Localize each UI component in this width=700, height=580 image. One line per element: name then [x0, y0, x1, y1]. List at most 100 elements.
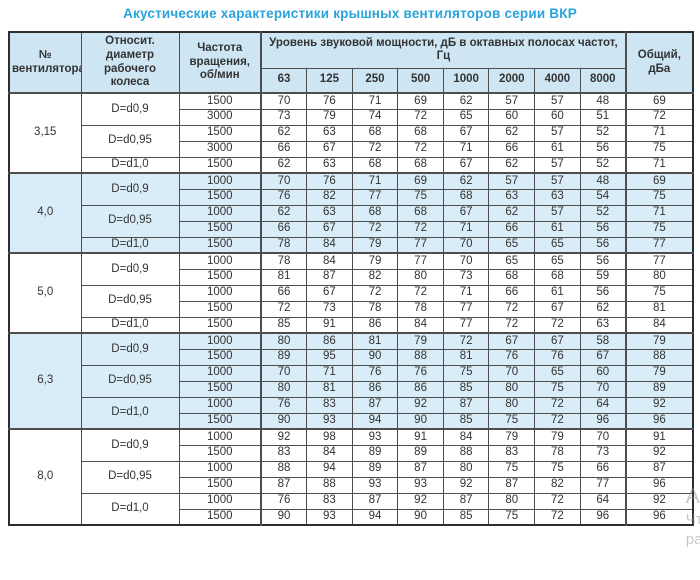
level-cell-1000hz: 70 — [442, 236, 490, 254]
level-cell-63hz: 78 — [260, 252, 308, 270]
level-cell-250hz: 86 — [351, 380, 399, 398]
level-cell-8000hz: 70 — [579, 428, 627, 446]
level-cell-1000hz: 65 — [442, 108, 490, 126]
table-row: 1500 80 81 86 86 85 80 75 70 89 — [9, 380, 694, 398]
level-cell-63hz: 80 — [260, 332, 308, 350]
speed-cell: 1500 — [178, 348, 262, 366]
level-cell-250hz: 68 — [351, 124, 399, 142]
total-dba-cell: 87 — [624, 460, 694, 478]
fan-number-cell: 3,15 — [8, 92, 82, 174]
frequency-header-row: 63 125 250 500 1000 2000 4000 8000 — [9, 67, 693, 95]
level-cell-500hz: 77 — [397, 236, 444, 254]
level-cell-8000hz: 54 — [579, 188, 627, 206]
level-cell-1000hz: 87 — [442, 492, 490, 510]
speed-cell: 1500 — [178, 508, 262, 526]
level-cell-63hz: 92 — [260, 428, 308, 446]
level-cell-2000hz: 72 — [488, 316, 536, 334]
level-cell-500hz: 92 — [397, 492, 444, 510]
table-row: 1500 89 95 90 88 81 76 76 67 88 — [9, 348, 694, 366]
total-dba-cell: 89 — [624, 380, 694, 398]
header-sound-power-level: Уровень звуковой мощности, дБ в октавных… — [260, 31, 627, 69]
level-cell-500hz: 76 — [397, 364, 444, 382]
level-cell-250hz: 68 — [351, 156, 399, 174]
level-cell-500hz: 68 — [397, 156, 444, 174]
header-frequency-2000: 2000 — [488, 67, 536, 95]
level-cell-63hz: 90 — [260, 412, 308, 430]
header-total-dba: Общий, дБа — [624, 31, 694, 95]
level-cell-63hz: 88 — [260, 460, 308, 478]
level-cell-1000hz: 71 — [442, 284, 490, 302]
level-cell-250hz: 94 — [351, 508, 399, 526]
header-frequency-500: 500 — [397, 67, 444, 95]
level-cell-4000hz: 78 — [534, 444, 581, 462]
level-cell-1000hz: 88 — [442, 444, 490, 462]
level-cell-500hz: 68 — [397, 204, 444, 222]
level-cell-63hz: 85 — [260, 316, 308, 334]
table-row: 1500 87 88 93 93 92 87 82 77 96 — [9, 476, 694, 494]
table-row: D=d0,95 1000 66 67 72 72 71 66 61 56 75 — [9, 284, 694, 318]
table-row: 1500 90 93 94 90 85 75 72 96 96 — [9, 508, 694, 526]
speed-cell: 1500 — [178, 188, 262, 206]
level-cell-1000hz: 81 — [442, 348, 490, 366]
total-dba-cell: 88 — [624, 348, 694, 366]
level-cell-2000hz: 62 — [488, 204, 536, 222]
total-dba-cell: 96 — [624, 412, 694, 430]
total-dba-cell: 69 — [624, 172, 694, 190]
level-cell-125hz: 81 — [306, 380, 353, 398]
level-cell-1000hz: 77 — [442, 300, 490, 318]
level-cell-125hz: 76 — [306, 92, 353, 110]
level-cell-8000hz: 48 — [579, 172, 627, 190]
total-dba-cell: 92 — [624, 492, 694, 510]
level-cell-8000hz: 96 — [579, 412, 627, 430]
level-cell-125hz: 71 — [306, 364, 353, 382]
diameter-cell: D=d1,0 — [80, 156, 180, 174]
table-header: № вентилятора Относит. диаметр рабочего … — [8, 31, 694, 95]
level-cell-125hz: 95 — [306, 348, 353, 366]
level-cell-500hz: 75 — [397, 188, 444, 206]
header-fan-number: № вентилятора — [8, 31, 82, 95]
level-cell-4000hz: 61 — [534, 284, 581, 302]
level-cell-8000hz: 56 — [579, 236, 627, 254]
level-cell-2000hz: 62 — [488, 124, 536, 142]
level-cell-500hz: 72 — [397, 108, 444, 126]
level-cell-63hz: 62 — [260, 156, 308, 174]
speed-cell: 1500 — [178, 236, 262, 254]
level-cell-63hz: 62 — [260, 204, 308, 222]
table-row: 1500 76 82 77 75 68 63 63 54 75 — [9, 188, 694, 206]
level-cell-4000hz: 57 — [534, 172, 581, 190]
level-cell-8000hz: 63 — [579, 316, 627, 334]
table-row: 1500 81 87 82 80 73 68 68 59 80 — [9, 268, 694, 286]
header-frequency-1000: 1000 — [442, 67, 490, 95]
table-row: 5,0 D=d0,9 1000 78 84 79 77 70 65 65 56 77 — [8, 252, 694, 334]
diameter-cell: D=d0,9 — [80, 92, 180, 126]
level-cell-125hz: 87 — [306, 268, 353, 286]
level-cell-500hz: 72 — [397, 284, 444, 302]
level-cell-2000hz: 75 — [488, 460, 536, 478]
level-cell-500hz: 80 — [397, 268, 444, 286]
level-cell-1000hz: 85 — [442, 380, 490, 398]
level-cell-4000hz: 57 — [534, 156, 581, 174]
level-cell-500hz: 78 — [397, 300, 444, 318]
level-cell-1000hz: 75 — [442, 364, 490, 382]
speed-cell: 1500 — [178, 220, 262, 238]
level-cell-2000hz: 75 — [488, 508, 536, 526]
level-cell-1000hz: 68 — [442, 188, 490, 206]
level-cell-63hz: 66 — [260, 140, 308, 158]
level-cell-1000hz: 71 — [442, 220, 490, 238]
diameter-cell: D=d0,9 — [80, 428, 180, 462]
level-cell-250hz: 82 — [351, 268, 399, 286]
level-cell-125hz: 73 — [306, 300, 353, 318]
level-cell-4000hz: 57 — [534, 124, 581, 142]
fan-number-cell: 4,0 — [8, 172, 82, 254]
speed-cell: 1000 — [178, 364, 262, 382]
level-cell-250hz: 94 — [351, 412, 399, 430]
level-cell-250hz: 89 — [351, 460, 399, 478]
level-cell-63hz: 70 — [260, 92, 308, 110]
level-cell-63hz: 76 — [260, 492, 308, 510]
speed-cell: 1500 — [178, 412, 262, 430]
level-cell-8000hz: 67 — [579, 348, 627, 366]
speed-cell: 1500 — [178, 380, 262, 398]
level-cell-2000hz: 57 — [488, 172, 536, 190]
level-cell-250hz: 93 — [351, 428, 399, 446]
speed-cell: 3000 — [178, 108, 262, 126]
